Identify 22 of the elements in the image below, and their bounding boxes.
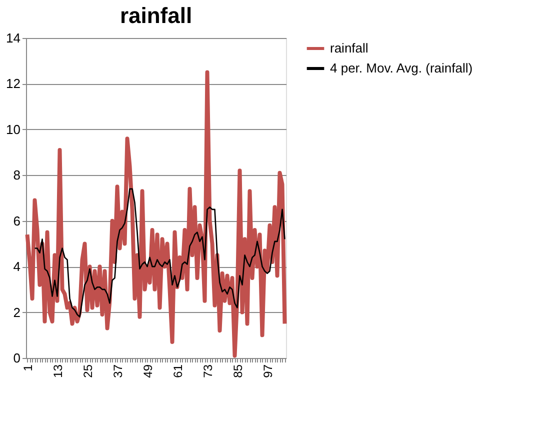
x-tick-label: 73 bbox=[200, 364, 215, 378]
x-tick-label: 1 bbox=[20, 364, 35, 372]
y-tick-label: 6 bbox=[13, 213, 20, 228]
y-tick-label: 2 bbox=[13, 304, 20, 320]
line-series bbox=[34, 188, 286, 318]
y-tick-label: 10 bbox=[6, 122, 20, 137]
x-tick-label: 97 bbox=[260, 364, 275, 378]
x-tick-label: 13 bbox=[50, 364, 65, 378]
line-series bbox=[25, 70, 287, 358]
legend-label: 4 per. Mov. Avg. (rainfall) bbox=[330, 60, 473, 76]
x-tick-label: 37 bbox=[110, 364, 125, 378]
y-tick-label: 0 bbox=[13, 350, 20, 366]
x-tick-label: 49 bbox=[140, 364, 155, 378]
x-tick-label: 61 bbox=[170, 364, 185, 378]
y-tick-label: 14 bbox=[6, 30, 20, 46]
x-tick-label: 85 bbox=[230, 364, 245, 378]
chart-title: rainfall bbox=[120, 3, 192, 28]
x-tick-label: 25 bbox=[80, 364, 95, 378]
legend-label: rainfall bbox=[330, 40, 368, 56]
y-tick-label: 4 bbox=[13, 259, 20, 274]
y-tick-label: 8 bbox=[13, 168, 20, 183]
y-tick-label: 12 bbox=[6, 76, 20, 92]
